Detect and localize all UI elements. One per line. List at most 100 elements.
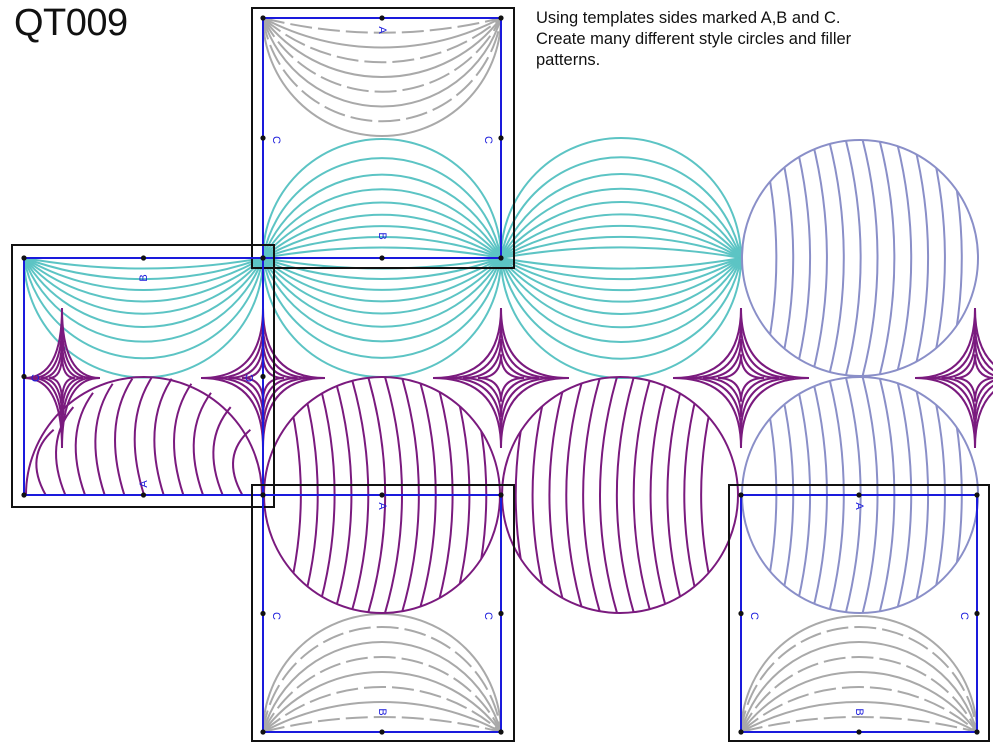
instruction-line: patterns. bbox=[536, 51, 601, 69]
side-label: B bbox=[376, 232, 388, 239]
template-vertex-dot bbox=[856, 492, 862, 498]
purple-stripe bbox=[632, 377, 655, 613]
side-label: C bbox=[958, 612, 970, 620]
purple-diamond bbox=[702, 338, 780, 418]
teal-lens-arc bbox=[262, 138, 502, 259]
purple-stripe-group bbox=[502, 377, 723, 613]
teal-lens-arc bbox=[500, 257, 742, 329]
periwinkle-stripe bbox=[875, 140, 896, 376]
teal-lens-arc bbox=[500, 172, 742, 259]
purple-diamond bbox=[23, 307, 101, 449]
grey-filler-arc bbox=[262, 17, 502, 78]
purple-stripe-outline bbox=[501, 376, 739, 614]
periwinkle-stripe bbox=[825, 140, 845, 376]
purple-stripe bbox=[666, 377, 689, 613]
template-vertex-dot bbox=[260, 255, 266, 261]
side-label: C bbox=[748, 612, 760, 620]
periwinkle-stripe bbox=[808, 140, 828, 376]
grey-filler-arc bbox=[262, 17, 502, 137]
purple-half-stripe bbox=[55, 406, 75, 496]
teal-lens-arc bbox=[500, 213, 742, 259]
template-vertex-dot bbox=[974, 729, 980, 735]
teal-lens-arc bbox=[262, 173, 502, 259]
side-label: B bbox=[376, 708, 388, 715]
grey-filler-arcs bbox=[262, 17, 978, 733]
grey-filler-arc bbox=[740, 701, 978, 733]
teal-lens-arc bbox=[500, 224, 742, 259]
grey-filler-arc bbox=[262, 613, 502, 733]
purple-diamond bbox=[687, 323, 795, 433]
template-vertex-dot bbox=[260, 729, 266, 735]
teal-fan-arc bbox=[23, 257, 264, 270]
side-label: A bbox=[138, 480, 150, 488]
periwinkle-stripe-group bbox=[757, 140, 978, 376]
purple-half-stripe bbox=[173, 383, 193, 496]
grey-filler-arc bbox=[262, 686, 502, 733]
template-vertex-dot bbox=[498, 255, 504, 261]
periwinkle-stripe bbox=[791, 140, 812, 376]
purple-diamond bbox=[954, 354, 993, 402]
teal-lens-arc bbox=[500, 257, 742, 315]
template-vertex-dot bbox=[498, 492, 504, 498]
teal-lens-arc bbox=[500, 257, 742, 281]
periwinkle-stripe bbox=[842, 140, 862, 376]
teal-lens-arc bbox=[262, 257, 502, 343]
teal-lens-arc bbox=[262, 246, 502, 259]
template-vertex-dot bbox=[856, 729, 862, 735]
purple-diamond bbox=[32, 323, 92, 433]
teal-lens-arc bbox=[262, 257, 502, 328]
template-vertex-dot bbox=[21, 492, 27, 498]
teal-lens-arc bbox=[262, 257, 502, 359]
teal-lens-arc bbox=[262, 157, 502, 259]
purple-half-stripe bbox=[133, 376, 153, 496]
grey-filler-arc bbox=[262, 701, 502, 733]
template-vertex-dot bbox=[379, 492, 385, 498]
side-label: B bbox=[853, 708, 865, 715]
purple-stripe bbox=[565, 377, 588, 613]
grey-filler-arc bbox=[740, 656, 978, 733]
grey-filler-arc bbox=[740, 615, 978, 733]
purple-diamond bbox=[477, 354, 525, 402]
purple-half-stripe bbox=[114, 378, 134, 496]
teal-lens-arc bbox=[500, 235, 742, 259]
side-label: B bbox=[138, 274, 150, 281]
periwinkle-stripe bbox=[943, 140, 963, 376]
template-vertex-dot bbox=[140, 255, 147, 261]
side-label: C bbox=[482, 612, 494, 620]
periwinkle-stripe bbox=[757, 140, 778, 376]
teal-fan-arc bbox=[23, 257, 264, 328]
purple-diamond bbox=[928, 323, 993, 433]
grey-filler-arc bbox=[262, 17, 502, 49]
grey-filler-arc bbox=[740, 626, 978, 733]
purple-stripe bbox=[599, 377, 621, 613]
purple-diamond bbox=[40, 338, 84, 418]
teal-lens-arc bbox=[500, 257, 742, 270]
grey-filler-arc bbox=[262, 17, 502, 123]
grey-filler-arc bbox=[740, 716, 978, 733]
purple-diamond bbox=[462, 338, 540, 418]
template-vertex-dot bbox=[260, 135, 266, 141]
purple-stripe bbox=[649, 377, 672, 613]
grey-filler-arc bbox=[262, 17, 502, 34]
grey-filler-arc bbox=[262, 17, 502, 93]
template-vertex-dot bbox=[738, 492, 744, 498]
page-title: QT009 bbox=[14, 2, 128, 44]
teal-lens-arc bbox=[500, 201, 742, 259]
teal-lens-arc bbox=[500, 246, 742, 259]
template-outer-frame bbox=[728, 484, 990, 742]
teal-lens-arc bbox=[262, 257, 502, 315]
teal-lens-arc bbox=[262, 257, 502, 291]
template-vertex-dot bbox=[140, 492, 147, 498]
template-outer-frame bbox=[11, 244, 275, 508]
template-outer-frame bbox=[251, 7, 515, 269]
periwinkle-stripe bbox=[892, 140, 913, 376]
side-label: C bbox=[30, 374, 42, 382]
template-vertex-dot bbox=[260, 15, 266, 21]
side-label: C bbox=[270, 612, 282, 620]
circle-patterns bbox=[23, 137, 993, 614]
purple-stripe bbox=[700, 377, 723, 613]
purple-diamond bbox=[914, 307, 993, 449]
teal-lens-arc bbox=[262, 213, 502, 259]
template-vertex-dot bbox=[498, 729, 504, 735]
